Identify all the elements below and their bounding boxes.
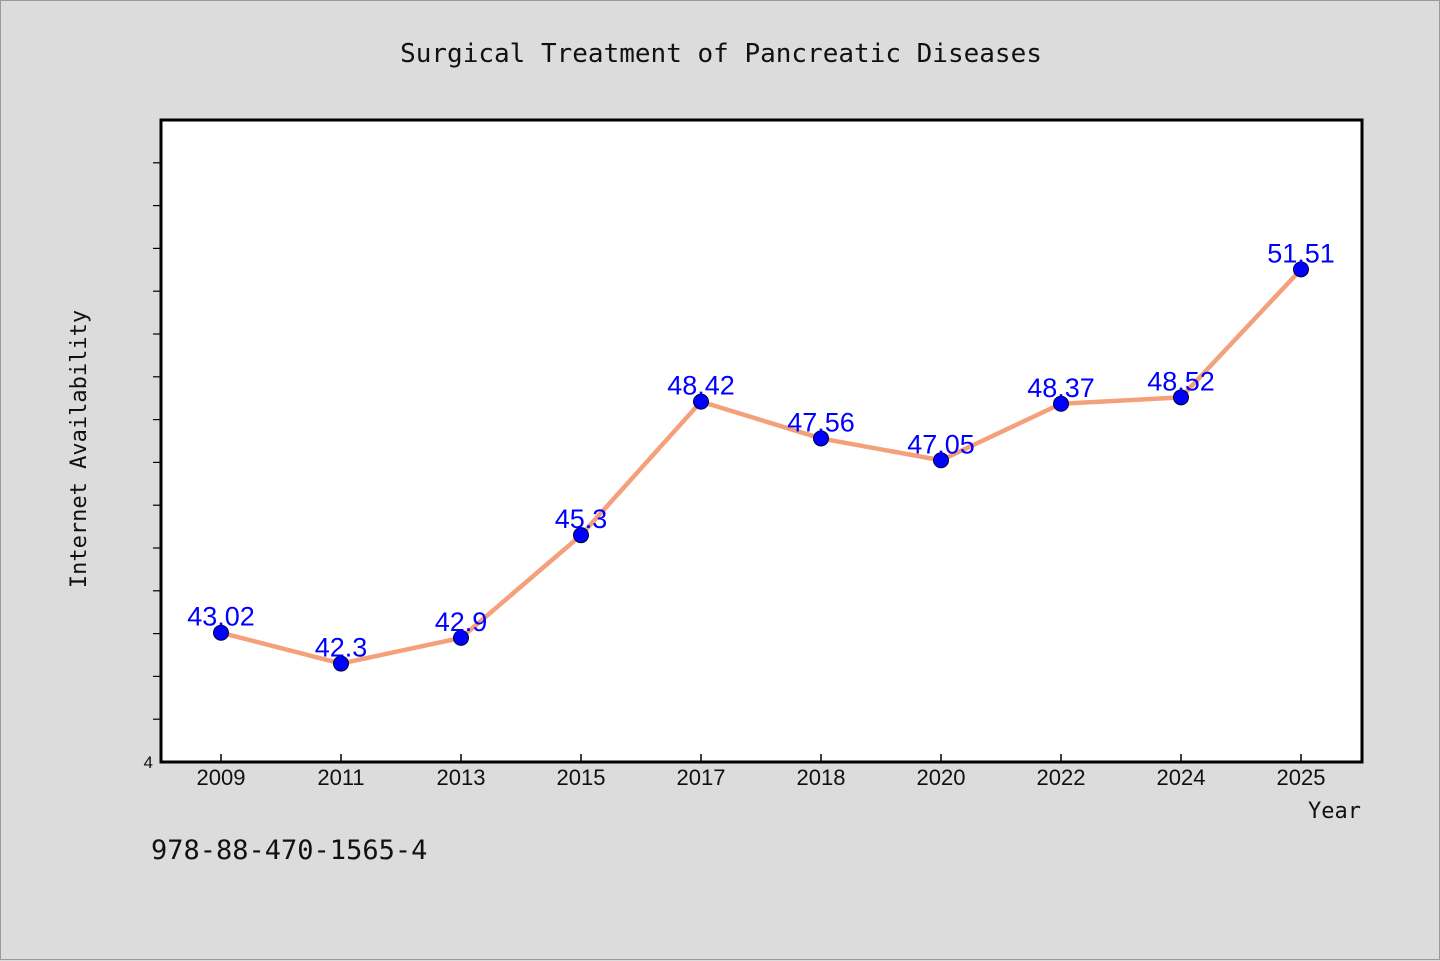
data-label: 51.51 — [1267, 238, 1335, 268]
data-point — [1173, 389, 1189, 406]
data-point — [213, 624, 229, 641]
x-tick-label: 2011 — [317, 765, 364, 790]
data-label: 42.9 — [435, 607, 488, 637]
x-tick-label: 2020 — [917, 765, 966, 790]
x-tick-label: 2022 — [1037, 765, 1086, 790]
data-point — [693, 393, 709, 410]
plot-area — [159, 118, 1364, 764]
data-point — [333, 655, 349, 672]
data-label: 47.56 — [787, 407, 855, 437]
y-tick-label: 4 — [144, 753, 153, 772]
x-tick-label: 2009 — [197, 765, 246, 790]
data-point — [573, 527, 589, 544]
y-axis-label: Internet Availability — [67, 310, 92, 588]
data-label: 48.42 — [667, 371, 735, 401]
x-axis-label: Year — [1308, 799, 1361, 824]
x-tick-label: 2018 — [797, 765, 846, 790]
chart-title: Surgical Treatment of Pancreatic Disease… — [400, 39, 1042, 69]
x-tick-label: 2017 — [677, 765, 726, 790]
x-axis-ticks — [220, 754, 1302, 762]
data-label: 43.02 — [187, 602, 255, 632]
data-point — [813, 430, 829, 447]
x-axis-tick-labels: 2009 2011 2013 2015 2017 2018 2020 2022 2024 2025 — [197, 765, 1326, 790]
data-label: 48.52 — [1147, 366, 1215, 396]
x-tick-label: 2015 — [557, 765, 606, 790]
footer-code: 978-88-470-1565-4 — [151, 835, 428, 866]
x-tick-label: 2013 — [437, 765, 486, 790]
data-label: 42.3 — [315, 633, 368, 663]
data-label: 45.3 — [555, 504, 608, 534]
x-tick-label: 2024 — [1157, 765, 1206, 790]
data-point — [1293, 261, 1309, 278]
data-label: 47.05 — [907, 429, 975, 459]
series-line — [218, 267, 1304, 666]
data-label: 48.37 — [1027, 373, 1095, 403]
data-point — [933, 452, 949, 469]
y-axis-ticks — [153, 162, 161, 720]
x-tick-label: 2025 — [1277, 765, 1326, 790]
series-layer: 43.02 42.3 42.9 45.3 48.42 47.56 47.05 48.37 48.… — [187, 238, 1335, 672]
data-point — [453, 629, 469, 646]
data-point — [1053, 395, 1069, 412]
